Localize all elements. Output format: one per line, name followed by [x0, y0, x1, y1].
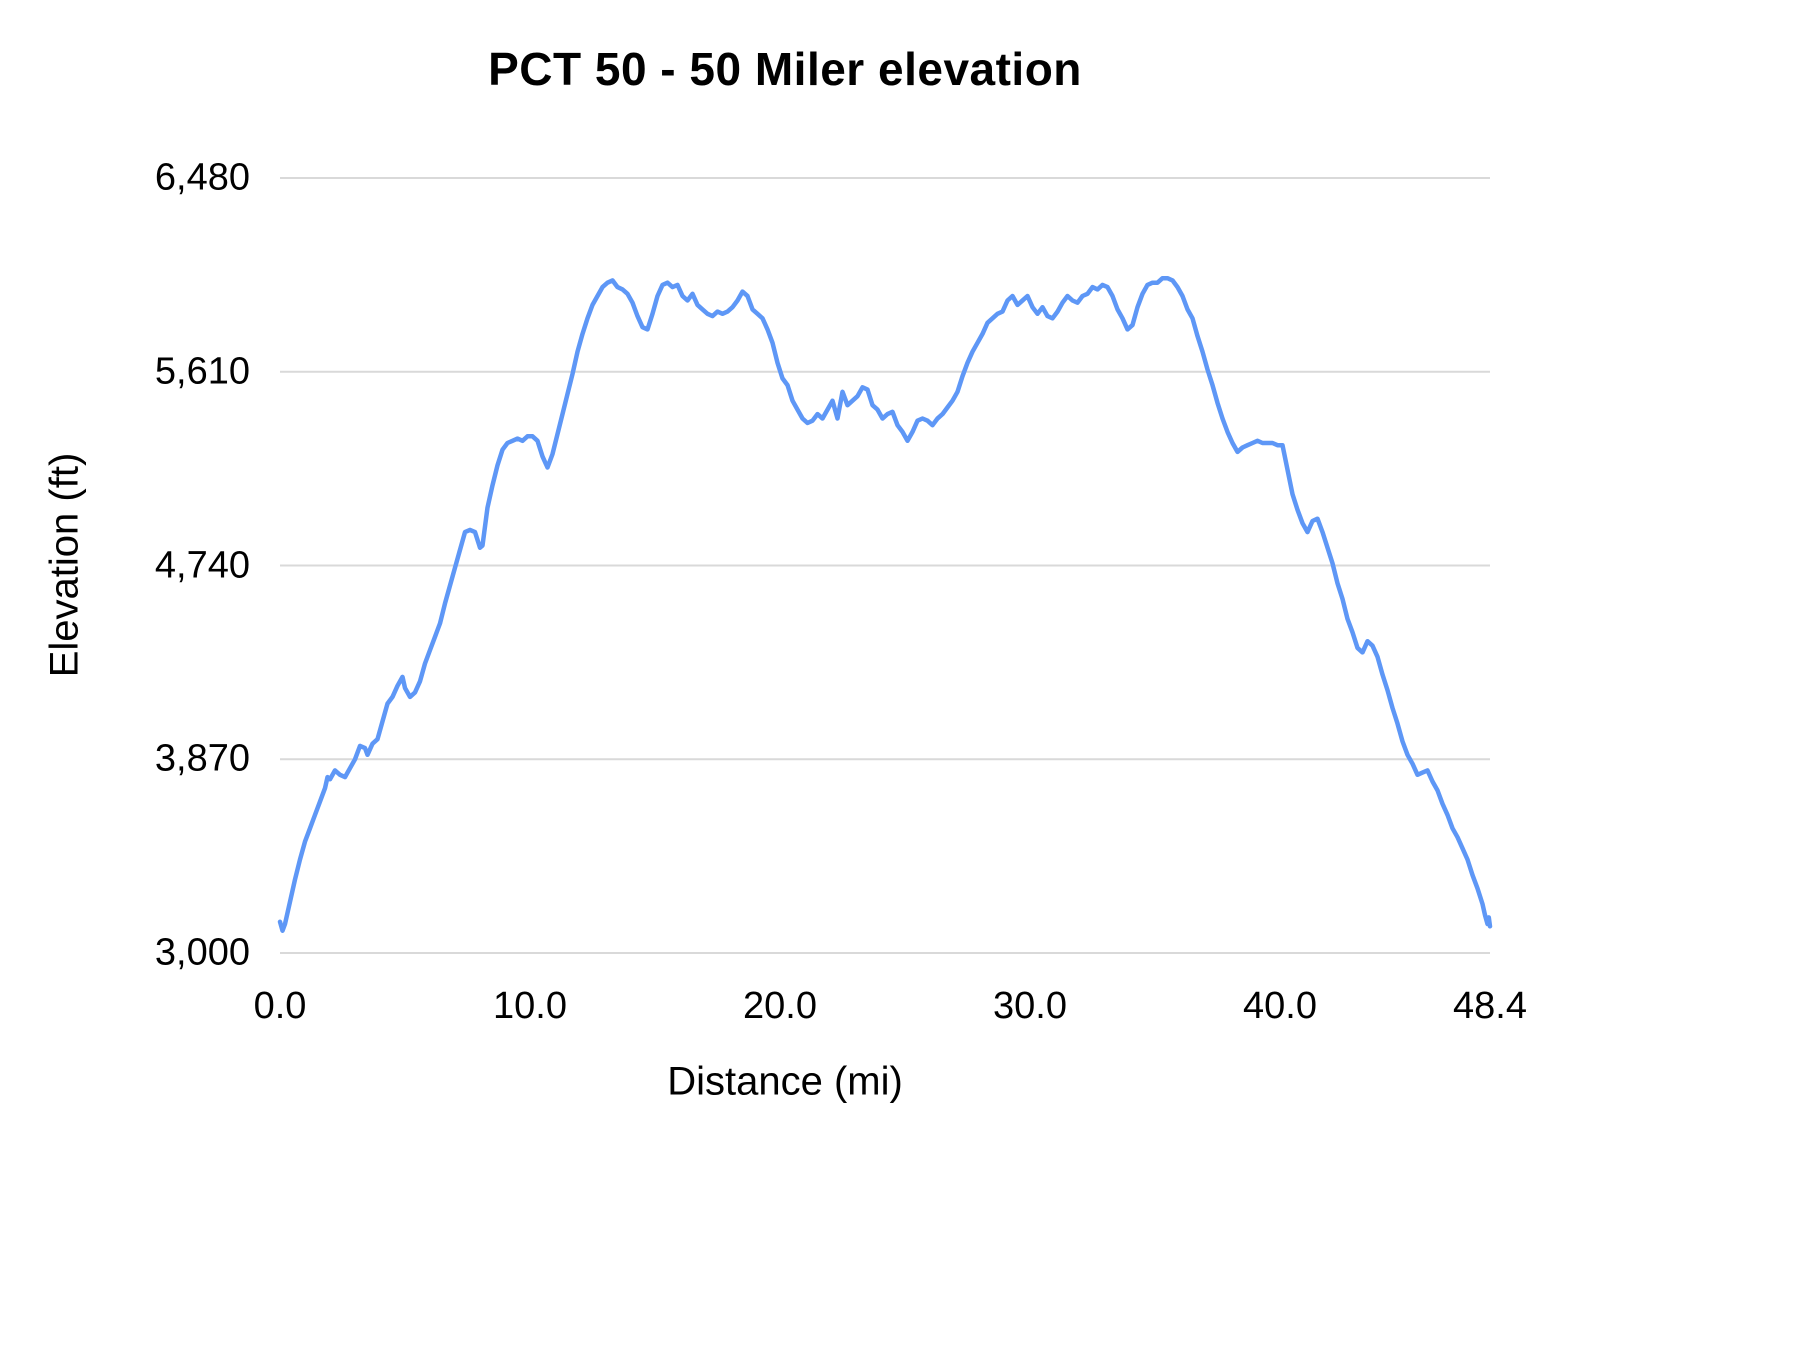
chart-title: PCT 50 - 50 Miler elevation — [488, 43, 1082, 95]
y-tick-label: 3,000 — [154, 931, 250, 974]
elevation-line — [277, 275, 1493, 933]
x-tick-label: 48.4 — [1453, 985, 1527, 1027]
y-tick-label: 6,480 — [154, 156, 250, 199]
y-tick-label: 4,740 — [154, 544, 250, 586]
x-tick-label: 20.0 — [743, 985, 817, 1027]
x-tick-label: 10.0 — [493, 985, 567, 1027]
y-tick-label: 3,870 — [154, 737, 250, 780]
x-tick-label: 30.0 — [993, 985, 1067, 1027]
x-tick-label: 0.0 — [253, 985, 307, 1027]
x-axis-title: Distance (mi) — [667, 1059, 903, 1104]
y-tick-label: 5,610 — [154, 350, 250, 393]
x-tick-label: 40.0 — [1243, 985, 1317, 1027]
